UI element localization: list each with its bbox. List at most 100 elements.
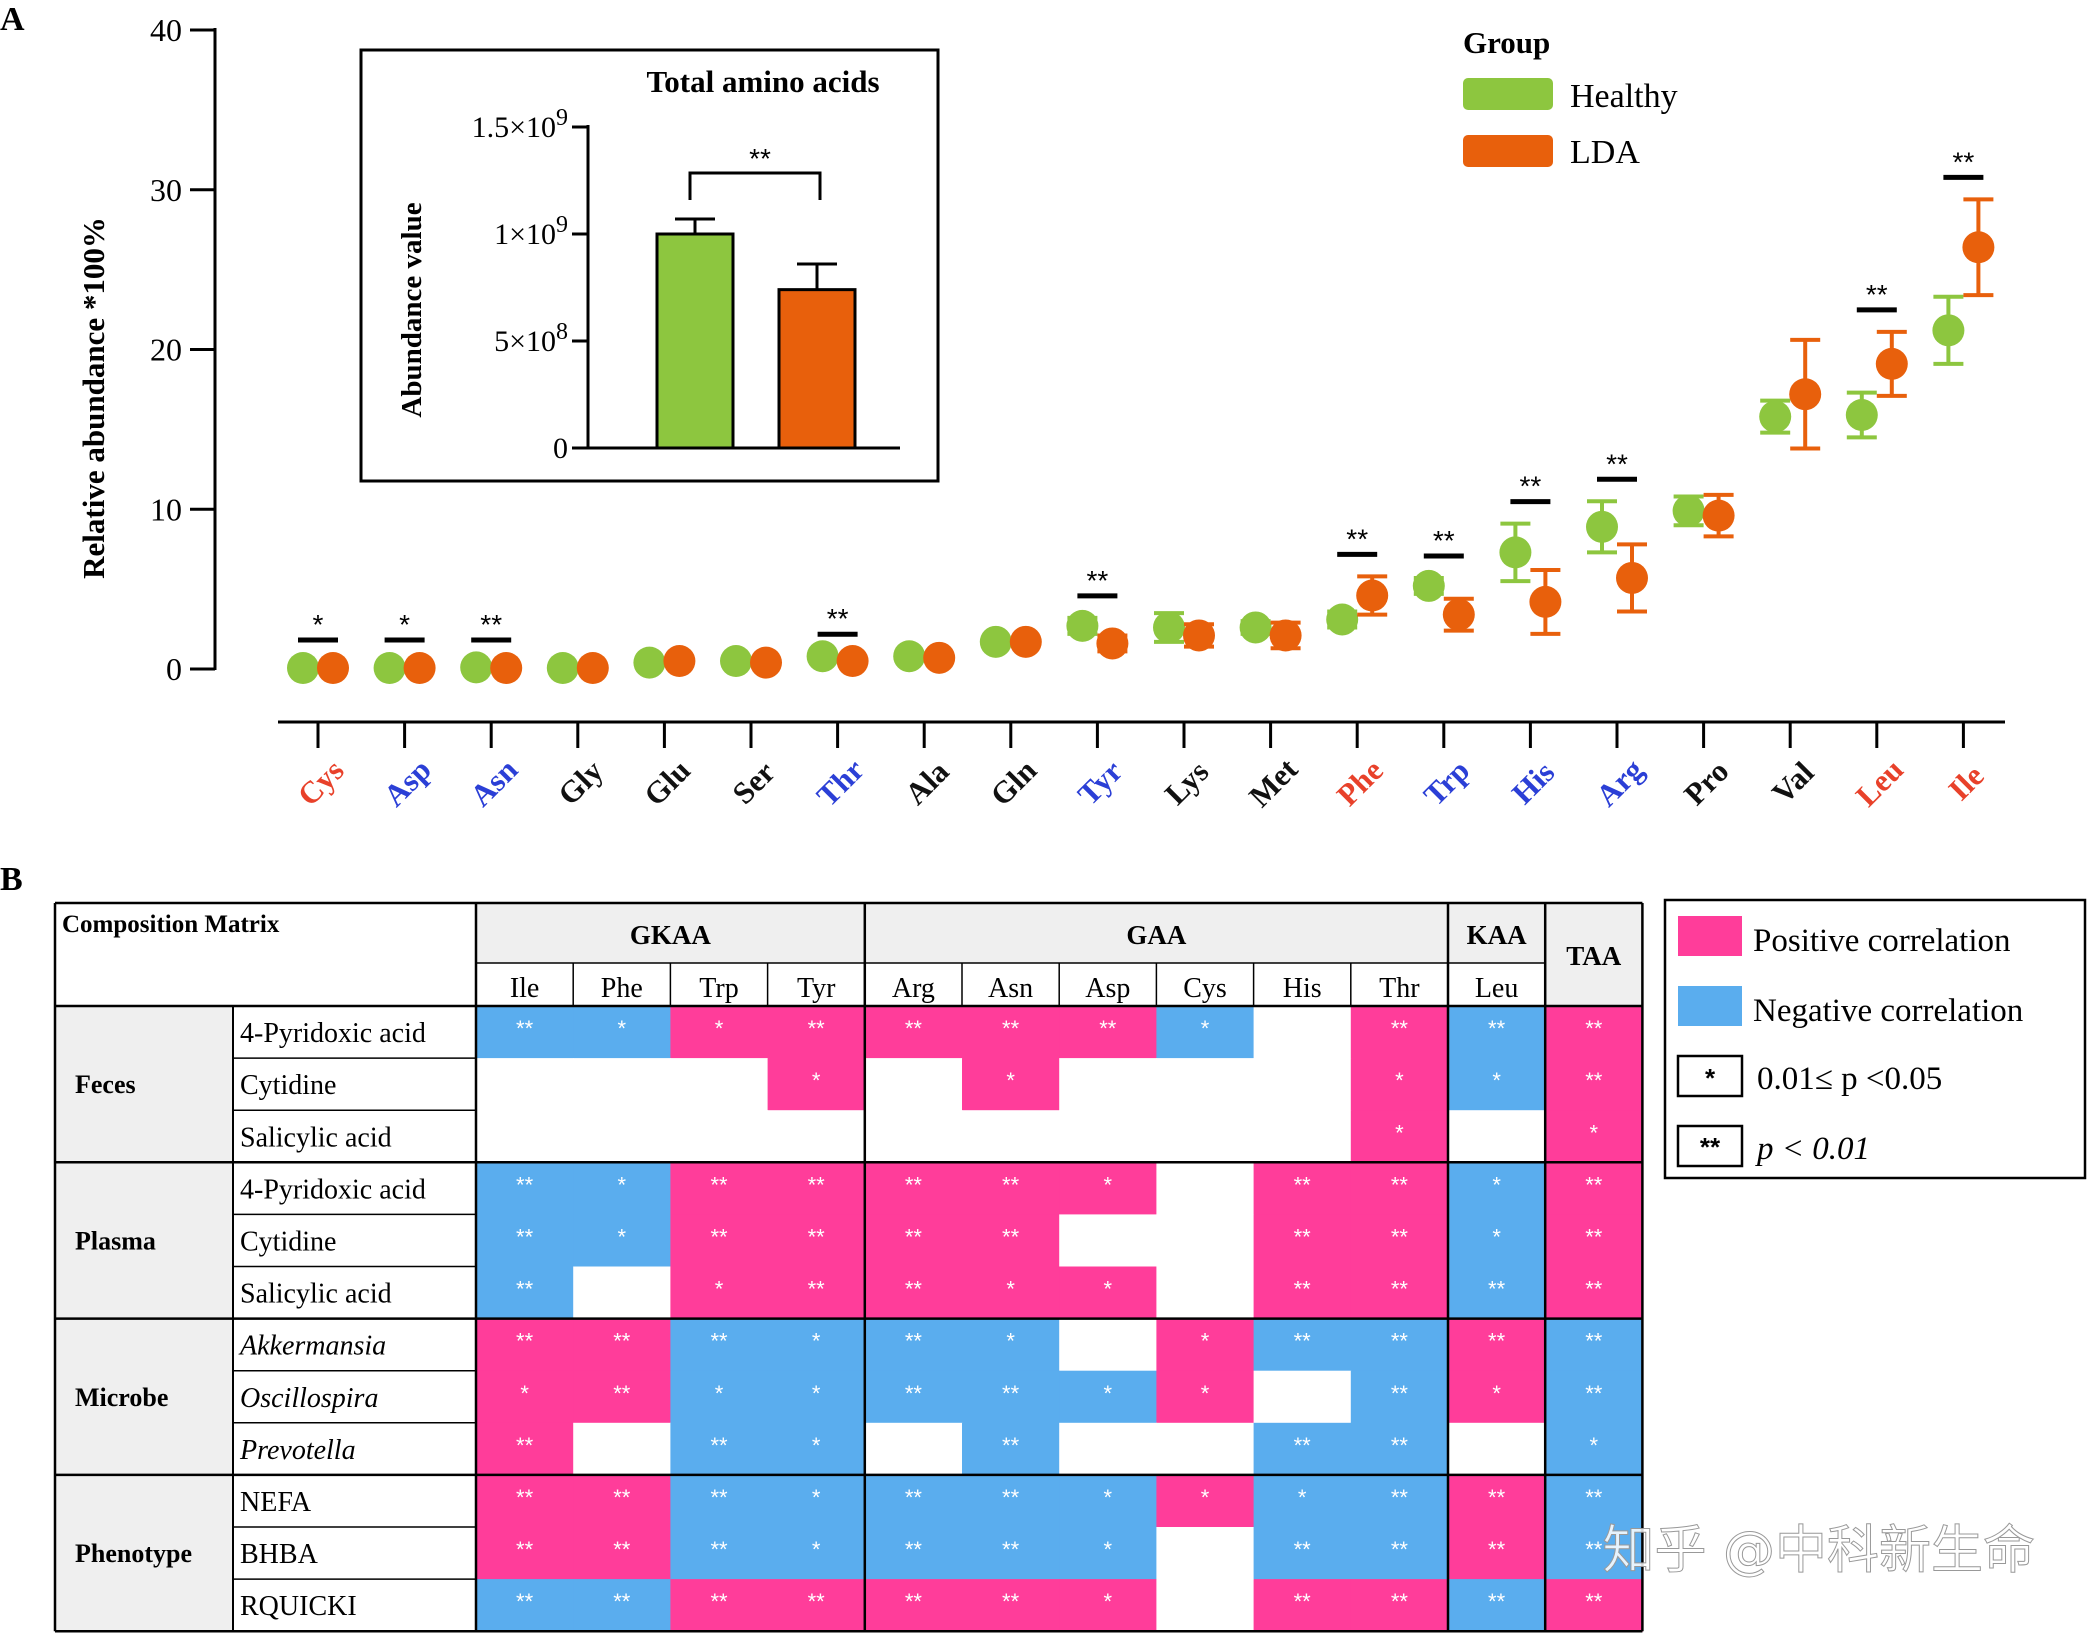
point-healthy — [1672, 494, 1705, 527]
cell-significance: * — [812, 1381, 821, 1406]
cell-significance: ** — [1294, 1433, 1312, 1458]
correlation-cell — [962, 1579, 1060, 1632]
cell-significance: * — [715, 1277, 724, 1302]
panel-a-letter: A — [0, 1, 25, 38]
row-label: 4-Pyridoxic acid — [240, 1018, 426, 1049]
x-tick-label: His — [1505, 754, 1561, 810]
cell-significance: ** — [1585, 1537, 1603, 1562]
correlation-cell — [962, 1266, 1060, 1320]
header-group-bg — [864, 903, 1448, 963]
correlation-cell — [1545, 1579, 1643, 1632]
correlation-cell — [573, 1527, 671, 1580]
correlation-cell — [1156, 1110, 1255, 1163]
cell-significance: ** — [710, 1224, 728, 1249]
correlation-cell — [864, 1370, 963, 1424]
cell-significance: * — [1104, 1537, 1113, 1562]
point-healthy — [1499, 536, 1532, 569]
correlation-cell — [962, 1006, 1060, 1059]
x-tick-label: Gly — [551, 753, 610, 812]
x-tick-label: Asn — [463, 752, 524, 813]
correlation-cell — [1059, 1110, 1157, 1163]
correlation-cell — [1253, 1162, 1352, 1215]
cell-significance: ** — [1391, 1277, 1409, 1302]
x-tick-label: Cys — [291, 753, 351, 813]
significance-mark: ** — [1953, 146, 1975, 177]
correlation-cell — [670, 1318, 769, 1372]
correlation-cell — [1448, 1214, 1546, 1267]
correlation-cell — [1253, 1370, 1352, 1424]
correlation-cell — [573, 1266, 671, 1320]
correlation-cell — [1350, 1110, 1449, 1163]
point-lda — [750, 646, 782, 679]
correlation-cell — [1253, 1266, 1352, 1320]
correlation-cell — [1253, 1110, 1352, 1163]
cell-significance: ** — [1294, 1537, 1312, 1562]
correlation-cell — [864, 1266, 963, 1320]
x-tick-label: Glu — [637, 753, 697, 813]
correlation-cell — [670, 1422, 769, 1476]
correlation-cell — [1156, 1474, 1255, 1528]
cell-significance: ** — [1002, 1381, 1020, 1406]
point-healthy — [1932, 314, 1965, 347]
row-label: Cytidine — [240, 1226, 336, 1257]
column-label: Thr — [1379, 973, 1420, 1004]
row-group-label: Microbe — [75, 1383, 168, 1412]
correlation-cell — [1448, 1110, 1546, 1163]
correlation-cell — [1545, 1266, 1643, 1320]
point-lda — [1875, 347, 1908, 380]
header-group-bg — [476, 903, 865, 963]
cell-significance: ** — [905, 1537, 923, 1562]
legend-swatch-lda — [1463, 135, 1553, 167]
column-group-label: GAA — [1126, 920, 1187, 950]
correlation-cell — [1059, 1058, 1157, 1111]
correlation-cell — [1253, 1527, 1352, 1580]
x-tick-label: Arg — [1589, 752, 1651, 814]
correlation-cell — [670, 1162, 769, 1215]
correlation-cell — [573, 1370, 671, 1424]
correlation-cell — [1545, 1527, 1643, 1580]
correlation-cell — [476, 1006, 574, 1059]
point-healthy — [979, 625, 1012, 658]
correlation-cell — [670, 1370, 769, 1424]
column-label: Ile — [510, 973, 540, 1004]
cell-significance: ** — [1294, 1172, 1312, 1197]
cell-significance: * — [715, 1016, 724, 1041]
y-tick-label: 30 — [150, 172, 182, 208]
cell-significance: * — [715, 1381, 724, 1406]
cell-significance: ** — [516, 1485, 534, 1510]
legend-swatch-healthy — [1463, 78, 1553, 110]
correlation-cell — [864, 1162, 963, 1215]
x-tick-label: Leu — [1849, 752, 1910, 813]
cell-significance: * — [1492, 1068, 1501, 1093]
cell-significance: * — [1298, 1485, 1307, 1510]
cell-significance: ** — [905, 1172, 923, 1197]
cell-significance: ** — [710, 1537, 728, 1562]
correlation-cell — [1350, 1006, 1449, 1059]
cell-significance: * — [1201, 1016, 1210, 1041]
inset-sig-mark: ** — [749, 143, 771, 174]
significance-mark: ** — [827, 603, 849, 634]
cell-significance: * — [1104, 1485, 1113, 1510]
correlation-cell — [767, 1527, 866, 1580]
correlation-cell — [573, 1579, 671, 1632]
cell-significance: * — [1492, 1172, 1501, 1197]
point-lda — [1183, 619, 1215, 652]
column-label: Arg — [892, 973, 935, 1004]
cell-significance: * — [1492, 1381, 1501, 1406]
correlation-cell — [767, 1214, 866, 1267]
cell-significance: ** — [1391, 1381, 1409, 1406]
significance-mark: ** — [1520, 471, 1542, 502]
correlation-cell — [767, 1422, 866, 1476]
cell-significance: ** — [1585, 1589, 1603, 1614]
cell-significance: * — [618, 1224, 627, 1249]
cell-significance: * — [812, 1485, 821, 1510]
correlation-cell — [864, 1058, 963, 1111]
correlation-cell — [1059, 1214, 1157, 1267]
correlation-cell — [670, 1579, 769, 1632]
cell-significance: * — [1006, 1277, 1015, 1302]
cell-significance: ** — [808, 1172, 826, 1197]
correlation-cell — [864, 1579, 963, 1632]
significance-mark: ** — [1087, 565, 1109, 596]
correlation-cell — [1448, 1006, 1546, 1059]
row-label: Oscillospira — [240, 1383, 378, 1414]
